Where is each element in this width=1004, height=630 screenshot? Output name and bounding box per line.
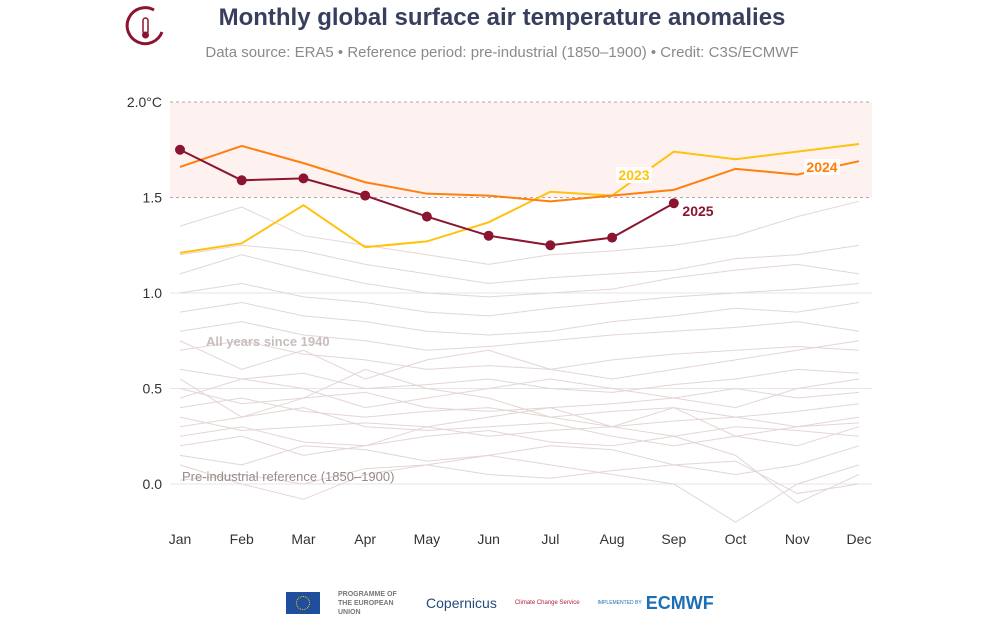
- c3s-footer-logo: Climate Change Service: [514, 600, 580, 606]
- eu-programme-label: PROGRAMME OF THE EUROPEAN UNION: [338, 590, 397, 616]
- implemented-by-label: IMPLEMENTED BY: [597, 600, 642, 606]
- background-year-line: [179, 368, 860, 447]
- y-tick-label: 1.0: [143, 285, 163, 301]
- chart-title: Monthly global surface air temperature a…: [218, 4, 786, 31]
- background-year-line: [179, 407, 860, 447]
- background-year-line: [179, 426, 860, 447]
- copernicus-logo: Copernicus: [426, 595, 497, 611]
- background-year-line: [179, 302, 860, 336]
- x-tick-label: Dec: [847, 531, 872, 547]
- y-tick-label: 0.0: [143, 476, 163, 492]
- background-year-line: [179, 340, 860, 370]
- x-tick-label: Oct: [725, 531, 747, 547]
- y-tick-label: 1.5: [143, 190, 163, 206]
- background-year-line: [179, 445, 860, 475]
- y-tick-label: 2.0°C: [127, 94, 162, 110]
- background-year-line: [179, 460, 860, 495]
- series-label-bg: [616, 167, 652, 183]
- data-point-2025: [175, 144, 185, 155]
- series-label-2023: 2023: [618, 167, 649, 183]
- data-point-2025: [421, 211, 432, 222]
- x-tick-label: Mar: [291, 531, 315, 547]
- x-tick-label: Feb: [230, 531, 254, 547]
- data-point-2025: [236, 175, 247, 186]
- x-tick-label: Nov: [785, 531, 810, 547]
- chart-subtitle: Data source: ERA5 • Reference period: pr…: [205, 44, 799, 61]
- series-line-2024: [179, 144, 860, 203]
- all-years-label: All years since 1940: [206, 334, 330, 349]
- x-tick-label: Jan: [169, 531, 192, 547]
- background-year-line: [179, 340, 860, 380]
- background-year-line: [179, 282, 860, 317]
- background-year-line: [179, 378, 860, 409]
- background-year-line: [179, 200, 860, 265]
- eu-flag-icon: [286, 592, 320, 614]
- x-tick-label: Jul: [541, 531, 559, 547]
- footer-logos: PROGRAMME OF THE EUROPEAN UNION Copernic…: [286, 588, 714, 618]
- background-year-line: [179, 454, 860, 523]
- line-chart: 2.0°C 1.5 1.0 0.5 0.0 Jan Feb Mar Apr May Jun Jul Au…: [127, 94, 872, 547]
- x-tick-label: May: [414, 531, 440, 547]
- background-year-line: [179, 416, 860, 437]
- data-point-2025: [360, 190, 371, 201]
- series-label-bg: [804, 159, 840, 175]
- c3s-logo-icon: [124, 4, 168, 53]
- x-tick-label: Jun: [477, 531, 500, 547]
- data-point-2025: [668, 198, 679, 209]
- x-tick-label: Aug: [600, 531, 625, 547]
- background-year-line: [179, 244, 860, 284]
- background-year-line: [179, 387, 860, 412]
- data-point-2025: [483, 230, 494, 241]
- x-tick-label: Apr: [354, 531, 376, 547]
- data-point-2025: [545, 240, 556, 251]
- copernicus-text: opernicus: [436, 595, 497, 611]
- background-year-line: [179, 321, 860, 351]
- series-line-2023: [179, 143, 860, 254]
- background-year-line: [179, 407, 860, 504]
- y-tick-label: 0.5: [143, 381, 163, 397]
- x-tick-label: Sep: [661, 531, 686, 547]
- data-point-2025: [607, 232, 618, 243]
- background-year-line: [179, 254, 860, 298]
- data-point-2025: [298, 173, 309, 184]
- ecmwf-logo: ECMWF: [645, 592, 714, 613]
- series-label-2025: 2025: [682, 203, 713, 219]
- pre-industrial-annotation: Pre-industrial reference (1850–1900): [182, 469, 394, 484]
- above-1-5-band: [170, 102, 872, 198]
- series-label-2024: 2024: [806, 159, 837, 175]
